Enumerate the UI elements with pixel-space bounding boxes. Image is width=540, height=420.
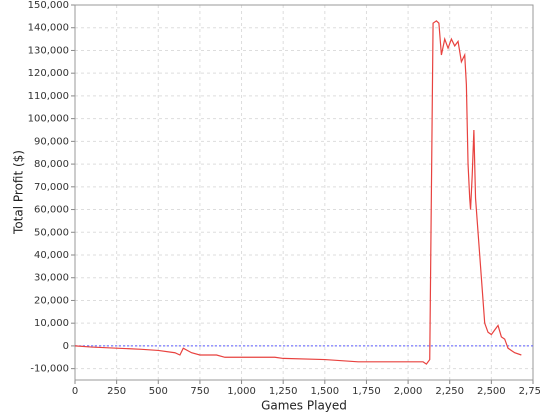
y-tick-label: 60,000 — [34, 205, 69, 216]
y-tick-label: 130,000 — [28, 45, 69, 56]
y-tick-label: 50,000 — [34, 227, 69, 238]
y-tick-label: 40,000 — [34, 250, 69, 261]
x-tick-label: 1,250 — [269, 386, 298, 397]
y-tick-label: 20,000 — [34, 295, 69, 306]
y-tick-label: 10,000 — [34, 318, 69, 329]
y-tick-label: 30,000 — [34, 273, 69, 284]
plot-border — [74, 4, 534, 381]
y-tick-label: -10,000 — [30, 364, 69, 375]
x-tick-label: 1,000 — [227, 386, 256, 397]
x-tick-label: 1,750 — [352, 386, 381, 397]
x-tick-label: 750 — [190, 386, 209, 397]
x-axis-title: Games Played — [261, 399, 347, 413]
x-tick-label: 500 — [149, 386, 168, 397]
x-tick-label: 2,000 — [394, 386, 423, 397]
y-tick-label: 80,000 — [34, 159, 69, 170]
y-tick-label: 120,000 — [28, 68, 69, 79]
y-tick-label: 70,000 — [34, 182, 69, 193]
x-tick-label: 1,500 — [310, 386, 339, 397]
data-line — [74, 20, 522, 365]
y-tick-label: 90,000 — [34, 136, 69, 147]
y-tick-label: 150,000 — [28, 0, 69, 11]
y-tick-label: 110,000 — [28, 91, 69, 102]
x-tick-label: 250 — [107, 386, 126, 397]
x-tick-label: 0 — [72, 386, 78, 397]
x-tick-label: 2,750 — [519, 386, 540, 397]
y-axis-title: Total Profit ($) — [12, 150, 26, 235]
y-tick-label: 0 — [63, 341, 69, 352]
y-tick-label: 100,000 — [28, 114, 69, 125]
x-tick-label: 2,250 — [435, 386, 464, 397]
x-tick-label: 2,500 — [477, 386, 506, 397]
y-tick-label: 140,000 — [28, 23, 69, 34]
